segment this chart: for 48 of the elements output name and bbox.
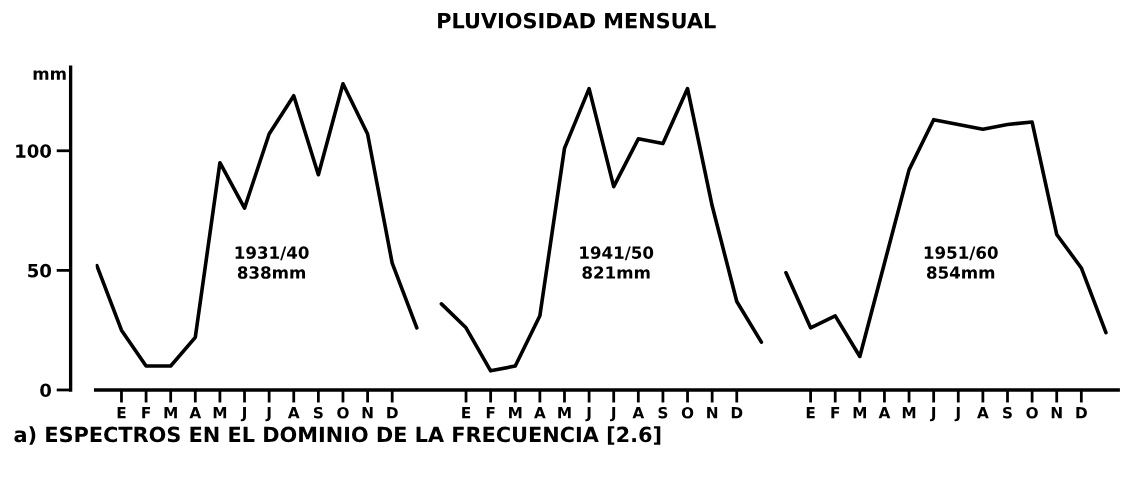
x-tick-label: F [831, 407, 840, 419]
x-tick-label: A [878, 407, 891, 419]
text: 1951/60 854mm [924, 246, 998, 279]
series-label: 1931/40 838mm [235, 246, 309, 279]
x-tick-label: J [585, 407, 591, 422]
y-axis-title: mm [33, 70, 66, 80]
chart-title: PLUVIOSIDAD MENSUAL [438, 12, 716, 29]
x-tick-label: J [265, 407, 271, 422]
x-tick-label: O [337, 406, 349, 419]
y-tick-label: 100 [16, 144, 52, 158]
x-tick-label: E [806, 407, 815, 419]
x-tick-label: A [534, 407, 546, 419]
x-tick-label: D [387, 407, 398, 419]
x-tick-label: A [977, 407, 989, 419]
line-series [784, 117, 1108, 359]
y-tick-label: 50 [28, 263, 52, 278]
text: a) ESPECTROS EN EL DOMINIO DE LA FRECUENCIA [2.6] [14, 426, 661, 445]
x-tick-label: M [902, 407, 916, 419]
x-tick-label: N [1051, 407, 1062, 419]
x-tick-label: D [731, 407, 743, 419]
x-tick-label: J [240, 407, 246, 422]
x-tick-label: O [681, 406, 694, 419]
x-tick-label: J [610, 407, 616, 422]
x-tick-label: A [287, 407, 300, 419]
x-tick-label: M [853, 407, 867, 419]
line-series [439, 86, 764, 373]
x-tick-label: O [1026, 406, 1038, 419]
x-tick-label: A [632, 407, 645, 419]
x-tick-label: E [462, 407, 471, 419]
line-series [95, 81, 419, 368]
x-tick-label: E [117, 407, 126, 419]
x-tick-label: S [313, 406, 323, 419]
x-tick-label: D [1076, 407, 1087, 419]
x-tick-label: J [929, 407, 936, 422]
x-tick-label: N [362, 407, 373, 419]
x-tick-label: N [707, 407, 718, 419]
x-tick-label: S [658, 406, 668, 419]
x-tick-label: M [164, 407, 177, 419]
series-label: 1941/50 821mm [580, 246, 654, 279]
x-tick-label: A [189, 407, 202, 419]
x-tick-label: F [142, 407, 151, 419]
y-tick-label: 0 [40, 383, 52, 398]
x-tick-label: M [558, 407, 571, 419]
x-tick-label: M [509, 407, 522, 419]
x-tick-label: J [954, 407, 960, 422]
x-tick-label: S [1003, 406, 1012, 419]
x-tick-label: M [213, 407, 227, 419]
x-tick-label: F [486, 407, 495, 419]
